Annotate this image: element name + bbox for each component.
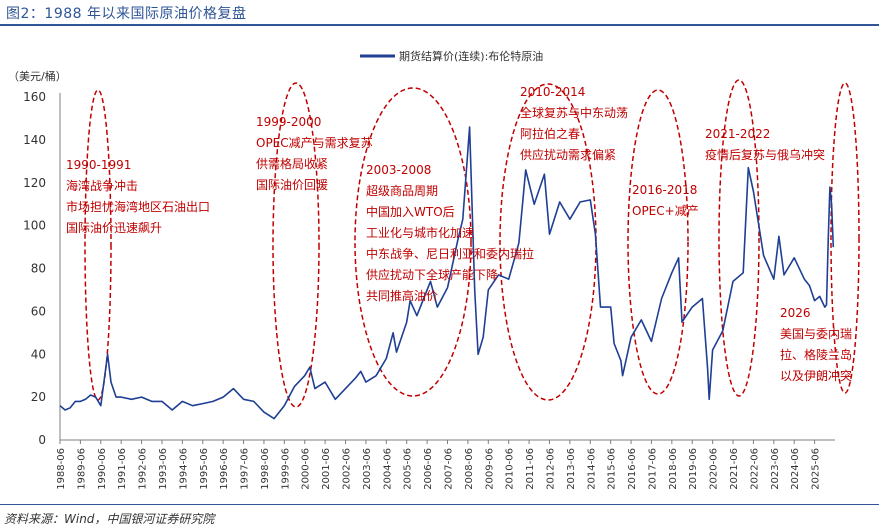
annotation-line: 2021-2022	[705, 127, 770, 141]
annotation-line: 2003-2008	[366, 163, 431, 177]
annotation-line: 市场担忧海湾地区石油出口	[66, 199, 210, 214]
x-tick-label: 2002-06	[342, 448, 353, 490]
x-tick-label: 2011-06	[525, 448, 536, 490]
annotation-line: 2010-2014	[520, 85, 585, 99]
x-tick-label: 1999-06	[280, 448, 291, 490]
source-note: 资料来源：Wind，中国银河证券研究院	[4, 512, 215, 526]
highlight-ellipse	[627, 89, 689, 395]
x-tick-label: 1994-06	[178, 448, 189, 490]
annotation-line: 工业化与城市化加速	[366, 225, 474, 240]
annotation-line: 国际油价回暖	[256, 178, 328, 192]
x-tick-label: 1995-06	[199, 448, 210, 490]
x-tick-label: 2010-06	[505, 448, 516, 490]
annotation-line: 1999-2000	[256, 115, 321, 129]
x-tick-label: 2007-06	[444, 448, 455, 490]
annotation-line: 供应扰动需求偏紧	[520, 147, 616, 162]
highlight-ellipse	[272, 82, 320, 408]
highlight-ellipse	[830, 82, 860, 394]
x-tick-label: 2020-06	[709, 448, 720, 490]
series-line-0	[59, 126, 835, 420]
x-tick-label: 2022-06	[749, 448, 760, 490]
x-tick-label: 1996-06	[219, 448, 230, 490]
x-tick-label: 2001-06	[321, 448, 332, 490]
y-tick-label: 120	[23, 176, 46, 190]
annotation-line: 全球复苏与中东动荡	[520, 105, 628, 120]
y-tick-label: 80	[31, 262, 46, 276]
x-tick-label: 2021-06	[729, 448, 740, 490]
annotation-line: 疫情后复苏与俄乌冲突	[705, 147, 825, 162]
annotation-line: 拉、格陵兰岛	[780, 347, 852, 362]
annotation-line: 供应扰动下全球产能下降	[366, 267, 498, 282]
x-tick-label: 2005-06	[403, 448, 414, 490]
highlight-ellipse	[84, 89, 112, 401]
y-tick-label: 40	[31, 347, 46, 361]
x-tick-label: 2019-06	[688, 448, 699, 490]
y-tick-label: 100	[23, 219, 46, 233]
annotation-line: 以及伊朗冲突	[780, 368, 852, 383]
x-tick-label: 2014-06	[586, 448, 597, 490]
annotation-line: OPEC减产与需求复苏	[256, 136, 373, 150]
annotation-line: 海湾战争冲击	[66, 178, 138, 193]
figure-title: 图2：1988 年以来国际原油价格复盘	[6, 6, 247, 22]
x-tick-label: 1998-06	[260, 448, 271, 490]
x-tick-label: 2017-06	[647, 448, 658, 490]
x-tick-label: 2016-06	[627, 448, 638, 490]
x-tick-label: 1990-06	[97, 448, 108, 490]
legend-label: 期货结算价(连续):布伦特原油	[399, 49, 543, 63]
x-tick-label: 2013-06	[566, 448, 577, 490]
annotation-line: 中东战争、尼日利亚和委内瑞拉	[366, 246, 534, 261]
annotation-line: 2026	[780, 306, 811, 320]
annotation-line: 阿拉伯之春	[520, 126, 580, 141]
x-tick-label: 2009-06	[484, 448, 495, 490]
x-tick-label: 2004-06	[382, 448, 393, 490]
highlight-ellipse	[718, 79, 760, 397]
price-series	[59, 126, 835, 420]
y-tick-label: 0	[38, 433, 46, 447]
annotation-line: OPEC+减产	[632, 204, 699, 218]
x-tick-label: 2024-06	[790, 448, 801, 490]
x-tick-label: 2000-06	[301, 448, 312, 490]
y-tick-label: 140	[23, 133, 46, 147]
footer-rule	[0, 504, 879, 505]
x-tick-label: 1989-06	[76, 448, 87, 490]
x-tick-label: 2018-06	[668, 448, 679, 490]
annotation-line: 中国加入WTO后	[366, 204, 455, 219]
x-tick-label: 2008-06	[464, 448, 475, 490]
annotation-line: 超级商品周期	[366, 183, 438, 198]
x-tick-label: 1988-06	[56, 448, 67, 490]
annotation-line: 1990-1991	[66, 158, 131, 172]
x-tick-label: 1992-06	[138, 448, 149, 490]
annotation-line: 供需格局收紧	[256, 156, 328, 171]
annotation-line: 共同推高油价	[366, 288, 438, 303]
x-tick-label: 2006-06	[423, 448, 434, 490]
x-axis: 1988-06 1989-06 1990-06 1991-06 1992-06 1993-…	[56, 439, 835, 490]
highlight-ellipse	[354, 87, 472, 397]
x-tick-label: 1993-06	[158, 448, 169, 490]
x-tick-label: 1991-06	[117, 448, 128, 490]
x-tick-label: 2003-06	[362, 448, 373, 490]
annotation-line: 美国与委内瑞	[780, 327, 852, 341]
y-tick-label: 20	[31, 390, 46, 404]
x-tick-label: 2025-06	[811, 448, 822, 490]
annotation-line: 2016-2018	[632, 183, 697, 197]
y-tick-label: 160	[23, 90, 46, 104]
x-tick-label: 2023-06	[770, 448, 781, 490]
title-rule	[0, 24, 879, 26]
legend: 期货结算价(连续):布伦特原油	[360, 49, 543, 63]
y-axis: 0 20 40 60 80 100 120 140 160 （美元/桶）	[8, 69, 67, 447]
y-tick-label: 60	[31, 304, 46, 318]
x-tick-label: 2015-06	[607, 448, 618, 490]
annotation-line: 国际油价迅速飙升	[66, 220, 162, 235]
x-tick-label: 2012-06	[545, 448, 556, 490]
y-axis-title: （美元/桶）	[8, 69, 67, 83]
x-tick-label: 1997-06	[240, 448, 251, 490]
